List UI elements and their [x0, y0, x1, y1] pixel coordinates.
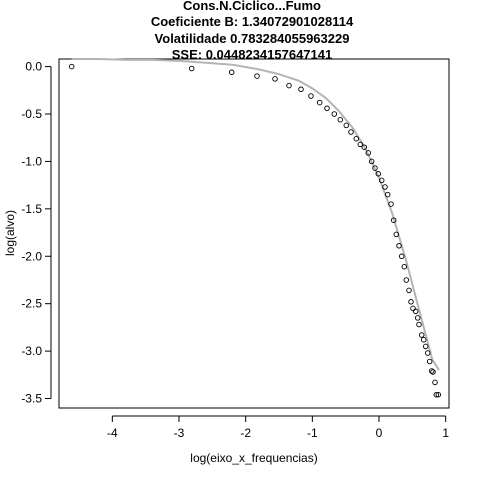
- y-axis-label: log(alvo): [3, 210, 17, 256]
- data-point: [403, 277, 410, 283]
- data-point: [422, 343, 429, 350]
- data-point: [432, 379, 438, 386]
- data-point: [331, 111, 338, 117]
- data-point: [430, 369, 436, 375]
- y-tick-label: -1.0: [21, 154, 42, 168]
- data-point: [365, 150, 372, 156]
- title-line-1: Cons.N.Ciclico...Fumo: [183, 0, 321, 13]
- data-point: [188, 65, 195, 72]
- x-tick-label: -2: [240, 426, 251, 440]
- data-point: [368, 158, 375, 165]
- title-line-3: Volatilidade 0.783284055963229: [155, 31, 350, 46]
- y-axis: 0.0 -0.5 -1.0 -1.5 -2.0 -2.5 -3.0 -3.5: [21, 60, 52, 406]
- y-tick-label: -1.5: [21, 202, 42, 216]
- data-point: [414, 315, 421, 321]
- fit-line: [71, 58, 440, 371]
- data-point: [375, 171, 382, 177]
- data-point: [348, 129, 354, 135]
- plot-frame: [58, 58, 450, 409]
- fit-line-layer: [71, 58, 440, 371]
- data-point: [390, 217, 397, 223]
- data-point: [228, 69, 235, 76]
- data-point: [398, 253, 405, 260]
- data-points-layer: [68, 63, 442, 398]
- data-point: [382, 184, 388, 190]
- data-point: [316, 99, 323, 106]
- data-point: [426, 358, 433, 365]
- y-tick-label: -0.5: [21, 107, 42, 121]
- data-point: [406, 287, 412, 294]
- data-point: [408, 299, 414, 305]
- data-point: [401, 263, 408, 270]
- x-tick-label: -4: [107, 426, 118, 440]
- data-point: [424, 350, 431, 356]
- data-point: [308, 93, 314, 99]
- data-point: [433, 391, 440, 398]
- data-point: [428, 368, 435, 374]
- title-line-4: SSE: 0.0448234157647141: [172, 47, 332, 62]
- data-point: [420, 336, 427, 343]
- data-point: [384, 191, 391, 198]
- data-point: [378, 177, 385, 184]
- x-axis: -4 -3 -2 -1 0 1: [107, 415, 449, 440]
- x-tick-label: 1: [442, 426, 449, 440]
- data-point: [298, 86, 304, 93]
- data-point: [361, 144, 368, 150]
- data-point: [68, 63, 75, 70]
- data-point: [254, 73, 260, 79]
- data-point: [388, 201, 394, 207]
- data-point: [410, 305, 416, 312]
- data-point: [353, 135, 360, 142]
- data-point: [372, 165, 378, 171]
- data-point: [286, 82, 292, 89]
- data-point: [272, 76, 278, 82]
- y-tick-label: -2.5: [21, 297, 42, 311]
- data-point: [435, 391, 442, 398]
- data-point: [343, 122, 350, 129]
- data-point: [337, 116, 344, 123]
- x-tick-label: -3: [174, 426, 185, 440]
- data-point: [357, 141, 364, 148]
- data-point: [416, 321, 422, 328]
- x-axis-label: log(eixo_x_frequencias): [190, 451, 317, 465]
- data-point: [418, 332, 425, 338]
- y-tick-label: -3.0: [21, 344, 42, 358]
- y-tick-label: 0.0: [25, 60, 42, 74]
- title-line-2: Coeficiente B: 1.34072901028114: [151, 14, 354, 29]
- data-point: [396, 243, 402, 249]
- data-point: [324, 105, 330, 112]
- data-point: [412, 308, 419, 315]
- y-tick-label: -3.5: [21, 392, 42, 406]
- data-point: [393, 231, 400, 238]
- y-tick-label: -2.0: [21, 249, 42, 263]
- x-tick-label: 0: [376, 426, 383, 440]
- chart-title: Cons.N.Ciclico...Fumo Coeficiente B: 1.3…: [151, 0, 354, 62]
- x-tick-label: -1: [307, 426, 318, 440]
